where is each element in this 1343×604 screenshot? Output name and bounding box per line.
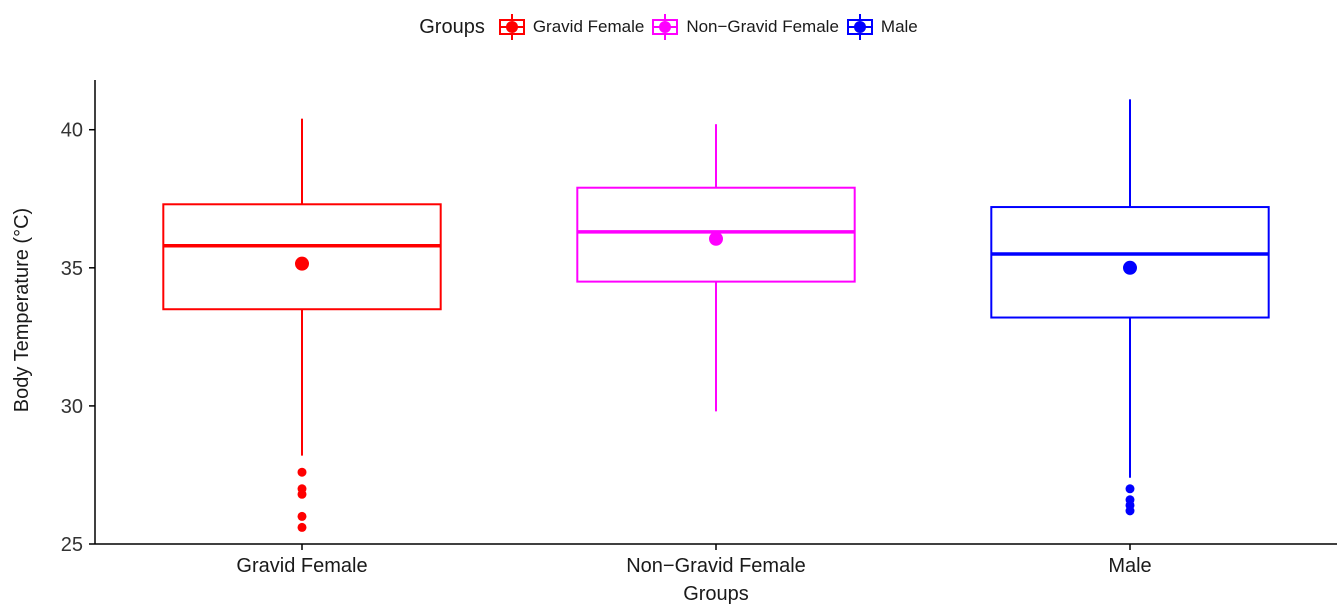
legend-item-non-gravid-female: Non−Gravid Female	[650, 14, 839, 40]
legend-item-male: Male	[845, 14, 918, 40]
y-tick-label-30: 30	[61, 396, 83, 418]
y-tick-label-25: 25	[61, 534, 83, 556]
legend-label-non-gravid-female: Non−Gravid Female	[686, 17, 839, 36]
legend-key-non-gravid-female-icon	[652, 14, 679, 40]
legend-title: Groups	[419, 15, 485, 38]
outlier-point-male-0	[1125, 484, 1135, 494]
outlier-point-gravid-female-0	[297, 467, 307, 477]
mean-point-gravid-female	[295, 256, 309, 271]
y-axis-title: Body Temperature (°C)	[11, 208, 33, 412]
legend-key-male-icon	[846, 14, 873, 40]
legend-item-gravid-female: Gravid Female	[497, 14, 644, 40]
x-tick-label-1: Non−Gravid Female	[626, 555, 806, 577]
legend: Groups Gravid Female Non−Gravid Female M…	[0, 14, 1343, 40]
y-tick-label-35: 35	[61, 258, 83, 280]
legend-key-gravid-female-icon	[498, 14, 525, 40]
x-axis-title: Groups	[683, 583, 749, 604]
legend-label-male: Male	[880, 17, 918, 36]
mean-point-non-gravid-female	[709, 231, 723, 246]
mean-point-male	[1123, 260, 1137, 275]
y-tick-label-40: 40	[61, 120, 83, 142]
x-tick-label-2: Male	[1108, 555, 1151, 577]
outlier-point-gravid-female-4	[297, 522, 307, 532]
outlier-point-male-3	[1125, 506, 1135, 516]
outlier-point-gravid-female-2	[297, 489, 307, 499]
x-tick-label-0: Gravid Female	[236, 555, 367, 577]
legend-label-gravid-female: Gravid Female	[532, 17, 645, 36]
outlier-point-gravid-female-3	[297, 511, 307, 521]
